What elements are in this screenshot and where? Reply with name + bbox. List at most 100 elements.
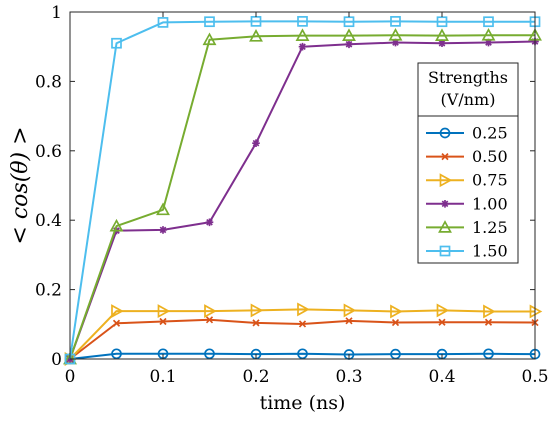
data-point — [391, 318, 400, 327]
legend-marker — [441, 152, 449, 161]
legend-entry: 1.25 — [426, 218, 508, 237]
data-point — [297, 16, 308, 27]
x-axis: 0 0.1 0.2 0.3 0.4 0.5 — [65, 12, 549, 387]
legend-entries: 0.25 0.50 0.75 1.00 1.25 1.50 — [426, 124, 508, 261]
series-1.00 — [66, 37, 539, 363]
legend: Strengths (V/nm) 0.25 0.50 0.75 1.00 1.25 1.5… — [417, 62, 519, 264]
data-point — [297, 302, 310, 317]
legend-label: 1.00 — [472, 194, 508, 213]
data-point — [298, 42, 307, 51]
data-point — [111, 304, 124, 319]
data-point — [388, 27, 403, 41]
legend-label: 1.25 — [472, 218, 508, 237]
data-point — [343, 303, 357, 318]
legend-title-line-2: (V/nm) — [441, 90, 496, 109]
legend-marker — [438, 220, 452, 233]
data-point — [481, 27, 496, 41]
data-point — [483, 16, 494, 28]
legend-label: 0.75 — [472, 171, 508, 190]
data-point — [484, 38, 493, 47]
legend-marker — [439, 173, 453, 188]
y-tick-label: 1 — [51, 3, 62, 23]
series-0.50 — [66, 316, 539, 363]
data-point — [159, 226, 167, 234]
y-axis-label-left: < — [8, 219, 33, 244]
legend-marker — [439, 245, 451, 257]
legend-entry: 1.50 — [426, 242, 508, 261]
legend-label: 0.50 — [472, 147, 508, 166]
data-point — [109, 218, 124, 232]
series-line — [69, 34, 535, 360]
data-point — [436, 303, 450, 318]
y-axis-label: < cos(θ) > — [8, 126, 33, 244]
x-tick-label: 0.3 — [335, 367, 362, 387]
legend-entry: 0.75 — [426, 171, 508, 190]
data-point — [204, 348, 215, 360]
series-0.25 — [64, 348, 541, 365]
data-point — [438, 39, 446, 48]
data-point — [436, 16, 448, 28]
series-line — [69, 352, 536, 360]
data-point — [156, 202, 170, 216]
y-tick-label: 0 — [51, 350, 62, 370]
data-point — [202, 32, 217, 46]
x-tick-label: 0.1 — [149, 367, 176, 387]
series-line — [69, 20, 535, 360]
data-point — [249, 29, 263, 42]
x-tick-label: 0.4 — [428, 367, 455, 387]
legend-entry: 0.25 — [426, 124, 508, 143]
legend-box — [417, 62, 519, 264]
data-point — [204, 304, 217, 319]
y-axis-label-italic: cos(θ) — [8, 152, 33, 219]
data-point — [157, 304, 171, 319]
data-point — [252, 319, 260, 327]
data-point — [390, 304, 403, 319]
legend-entry: 1.00 — [426, 194, 508, 213]
x-axis-label: time (ns) — [260, 392, 346, 414]
data-point — [297, 348, 308, 360]
y-axis-label-right: > — [8, 126, 33, 151]
y-axis: 0 0.2 0.4 0.6 0.8 1 — [35, 3, 535, 370]
data-point — [157, 17, 169, 28]
legend-entry: 0.50 — [426, 147, 508, 166]
data-point — [390, 16, 401, 27]
plot-frame — [69, 11, 536, 360]
data-point — [484, 318, 493, 326]
data-point — [435, 28, 449, 41]
legend-label: 1.50 — [472, 242, 508, 261]
data-point — [252, 139, 260, 147]
data-point — [205, 218, 214, 227]
data-point — [250, 303, 264, 318]
y-tick-label: 0.6 — [35, 142, 62, 162]
data-point — [391, 38, 400, 47]
data-point — [343, 16, 355, 28]
legend-title-line-1: Strengths — [428, 68, 508, 87]
x-tick-label: 0.2 — [242, 367, 269, 387]
x-tick-label: 0.5 — [521, 367, 548, 387]
legend-label: 0.25 — [472, 124, 508, 143]
data-point — [295, 28, 310, 41]
data-point — [345, 317, 353, 325]
data-point — [342, 28, 356, 41]
y-tick-label: 0.2 — [35, 281, 62, 301]
chart-marks — [63, 16, 543, 366]
data-point — [204, 16, 215, 28]
data-point — [483, 304, 496, 319]
data-point — [298, 320, 307, 328]
x-tick-label: 0 — [65, 367, 76, 387]
series-line — [69, 308, 535, 360]
y-tick-label: 0.4 — [35, 211, 62, 231]
series-0.75 — [64, 302, 543, 366]
data-point — [345, 40, 353, 49]
data-point — [483, 348, 494, 360]
data-point — [112, 319, 121, 327]
legend-marker — [441, 200, 449, 208]
y-tick-label: 0.8 — [35, 72, 62, 92]
data-point — [205, 316, 214, 324]
data-point — [159, 317, 167, 326]
legend-marker — [439, 127, 451, 139]
data-point — [111, 37, 122, 49]
data-point — [111, 348, 122, 360]
data-point — [438, 318, 446, 326]
